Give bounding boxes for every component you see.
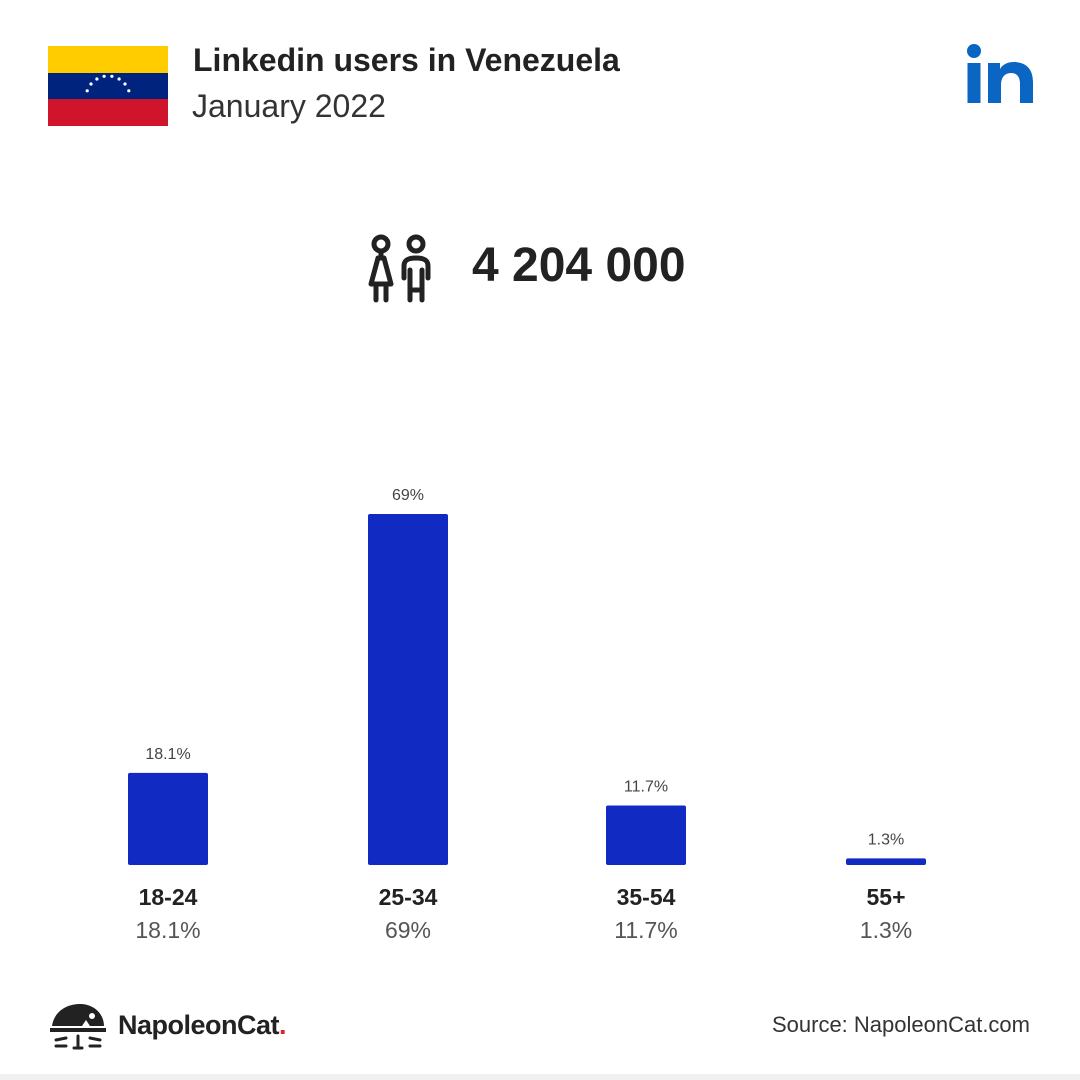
- flag-star: [95, 77, 99, 81]
- bar-value-label: 1.3%: [868, 831, 904, 848]
- bar-value-label: 18.1%: [145, 746, 190, 763]
- bar-25-34: [368, 514, 448, 865]
- category-label: 18-24: [139, 884, 198, 910]
- age-distribution-chart: 18.1% 18-24 18.1% 69% 25-34 69% 11.7% 35-54 11.7…: [0, 470, 1080, 950]
- category-label: 35-54: [617, 884, 676, 910]
- bottom-strip: [0, 1074, 1080, 1080]
- bar-value-label: 11.7%: [624, 778, 668, 795]
- bar-18-24: [128, 772, 208, 865]
- flag-star: [89, 82, 93, 86]
- linkedin-icon: [967, 44, 1033, 103]
- category-percent-label: 1.3%: [860, 917, 912, 943]
- category-label: 55+: [866, 884, 905, 910]
- brand-dot: .: [279, 1010, 287, 1040]
- bar-chart-svg: 18.1% 18-24 18.1% 69% 25-34 69% 11.7% 35-54 11.7…: [128, 487, 926, 943]
- source-note: Source: NapoleonCat.com: [771, 1012, 1030, 1037]
- total-users-block: 4 204 000: [0, 234, 1080, 306]
- brand-name-text: NapoleonCat: [118, 1010, 280, 1040]
- flag-star: [110, 74, 114, 78]
- chart-title: Linkedin users in Venezuela: [193, 42, 620, 78]
- flag-star: [102, 74, 106, 78]
- brand-name: NapoleonCat.: [118, 1010, 287, 1041]
- category-percent-label: 18.1%: [135, 917, 200, 943]
- venezuela-flag: [48, 46, 168, 126]
- flag-star: [127, 89, 131, 93]
- flag-star: [117, 77, 121, 81]
- category-percent-label: 11.7%: [614, 917, 678, 943]
- total-users-value: 4 204 000: [472, 239, 686, 292]
- people-icon: [368, 234, 431, 303]
- bar-55+: [846, 858, 926, 865]
- bar-35-54: [606, 805, 686, 865]
- bar-value-label: 69%: [392, 487, 424, 504]
- category-label: 25-34: [379, 884, 438, 910]
- flag-star: [85, 89, 89, 93]
- napoleoncat-logo-icon: [50, 1004, 106, 1050]
- flag-star: [123, 82, 127, 86]
- category-percent-label: 69%: [385, 917, 431, 943]
- chart-subtitle: January 2022: [192, 88, 386, 124]
